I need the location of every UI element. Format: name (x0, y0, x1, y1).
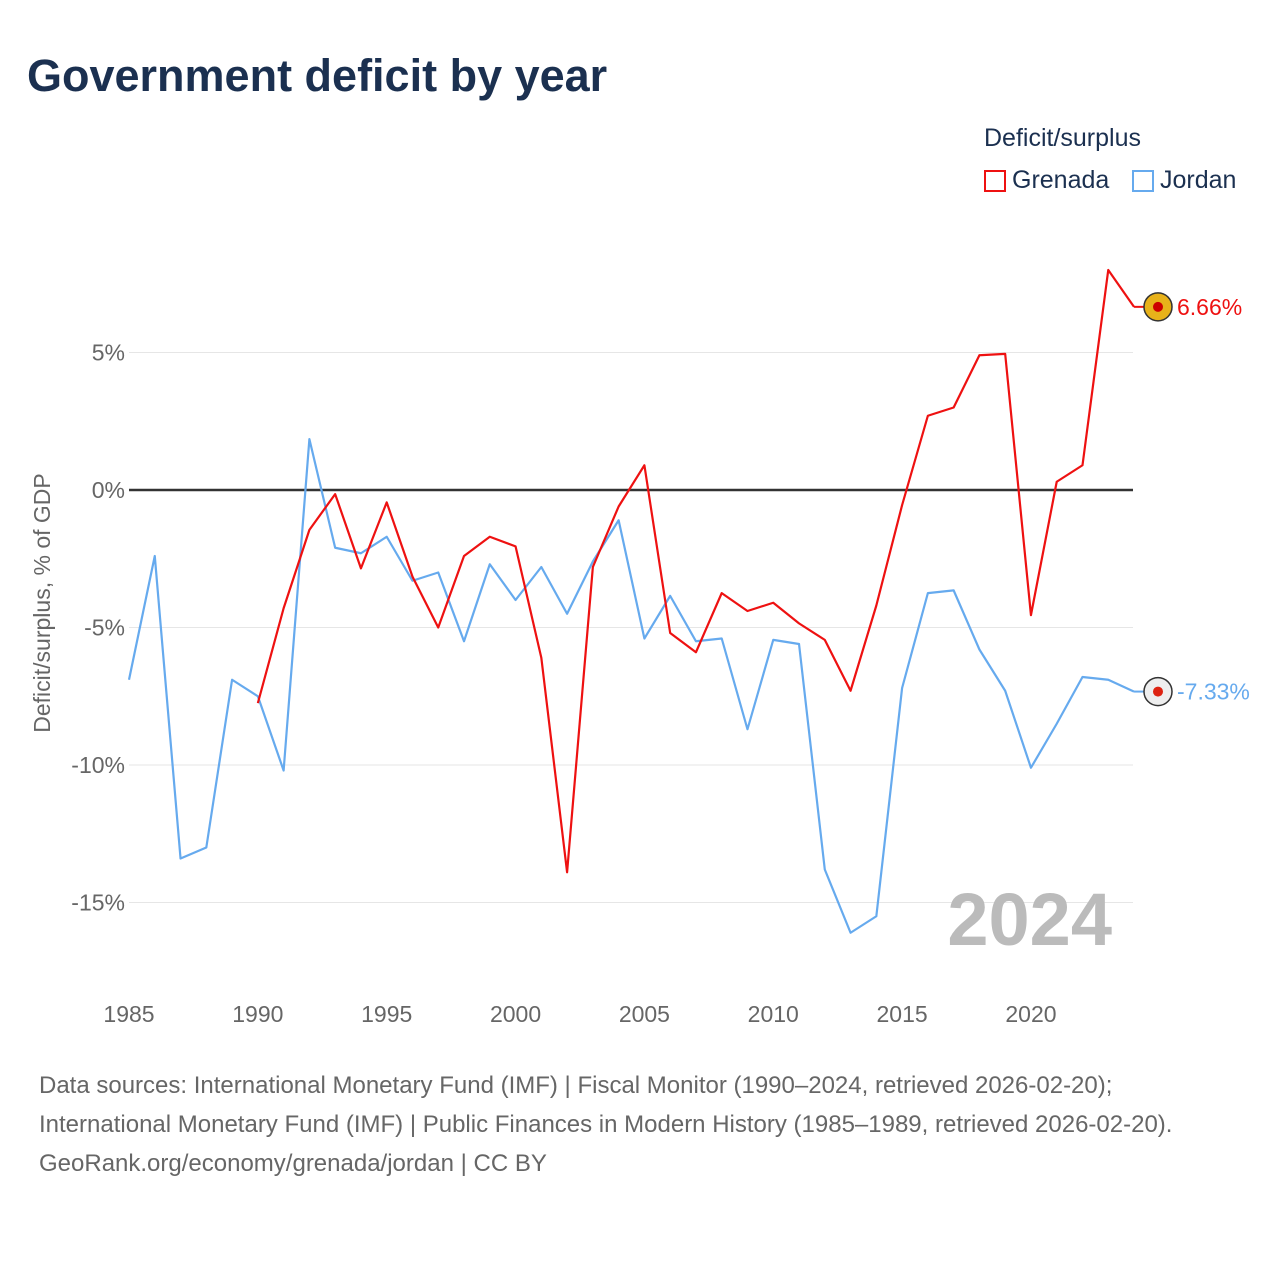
y-tick-label: 5% (92, 340, 125, 366)
x-tick-label: 1985 (103, 1001, 154, 1027)
end-value-label: 6.66% (1177, 294, 1242, 320)
y-tick-label: 0% (92, 477, 125, 503)
legend-item-grenada[interactable]: Grenada (984, 166, 1109, 195)
credit-link[interactable]: GeoRank.org/economy/grenada/jordan | CC … (39, 1150, 547, 1177)
series-line-grenada (256, 268, 1135, 874)
legend-item-jordan[interactable]: Jordan (1132, 166, 1236, 195)
flag-emblem (1153, 686, 1163, 697)
x-tick-label: 2005 (619, 1001, 670, 1027)
y-tick-label: -10% (71, 752, 125, 778)
source-line: International Monetary Fund (IMF) | Publ… (39, 1111, 1173, 1138)
chart-title: Government deficit by year (27, 50, 608, 101)
year-watermark: 2024 (947, 878, 1112, 961)
source-line: Data sources: International Monetary Fun… (39, 1072, 1113, 1099)
chart-plot: 5% 0% -5% -10% -15% 1985 1990 1995 2000 2005 2010 2… (29, 268, 1250, 1027)
x-tick-label: 2020 (1005, 1001, 1056, 1027)
legend-swatch (984, 169, 1006, 192)
series-line-jordan (127, 438, 1135, 934)
x-tick-label: 2010 (748, 1001, 799, 1027)
legend-swatch (1132, 169, 1154, 192)
y-axis-label: Deficit/surplus, % of GDP (29, 473, 55, 732)
legend-label: Grenada (1012, 166, 1110, 194)
y-tick-label: -5% (84, 615, 125, 641)
flag-emblem (1153, 301, 1163, 312)
x-tick-label: 2000 (490, 1001, 541, 1027)
legend-label: Jordan (1160, 166, 1237, 194)
sources: Data sources: International Monetary Fun… (39, 1066, 1239, 1183)
y-tick-label: -15% (71, 890, 125, 916)
x-tick-label: 1990 (232, 1001, 283, 1027)
legend-title: Deficit/surplus (984, 124, 1141, 152)
x-tick-label: 1995 (361, 1001, 412, 1027)
end-value-label: -7.33% (1177, 679, 1250, 705)
x-tick-label: 2015 (877, 1001, 928, 1027)
